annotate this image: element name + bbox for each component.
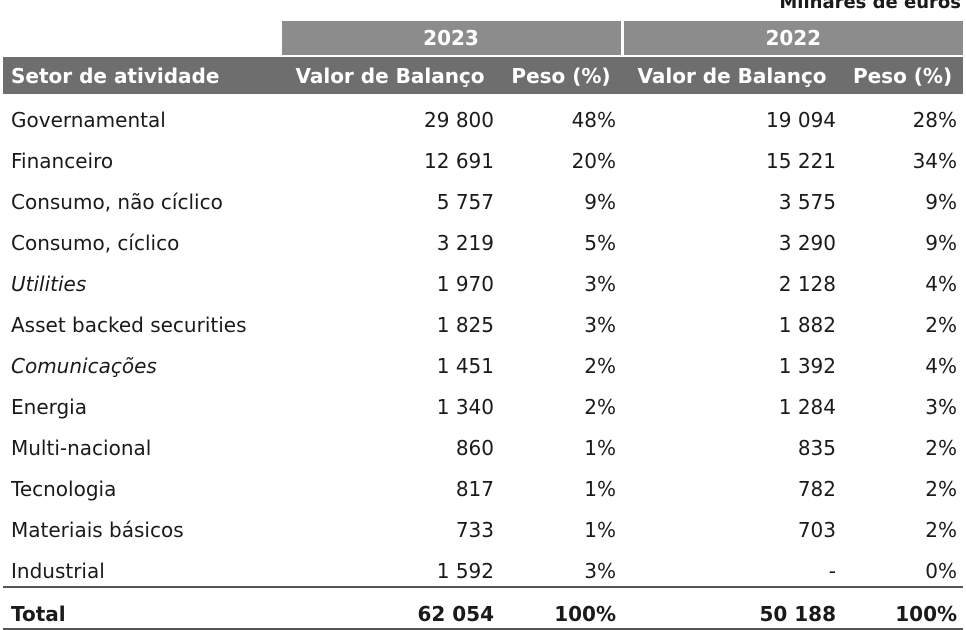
year-header-2023: 2023 — [278, 21, 623, 56]
cell-sector: Energia — [11, 395, 87, 419]
cell-sector: Financeiro — [11, 149, 114, 173]
cell-weight-2023: 48% — [571, 108, 617, 132]
cell-weight-2023: 1% — [584, 477, 617, 501]
total-label: Total — [3, 586, 280, 630]
cell-weight-2022: 2% — [925, 436, 958, 460]
cell-value-2022: 3 575 — [778, 190, 837, 214]
cell-value-2022: 15 221 — [766, 149, 837, 173]
cell-sector: Consumo, cíclico — [11, 231, 180, 255]
cell-weight-2023: 3% — [584, 559, 617, 583]
col-header-value-2023: Valor de Balanço — [280, 55, 500, 94]
cell-sector: Governamental — [11, 108, 166, 132]
cell-weight-2022: 3% — [925, 395, 958, 419]
total-row: Total 62 054 100% 50 188 100% — [3, 586, 964, 630]
table-row: Utilities 1 970 3% 2 128 4% — [3, 258, 963, 299]
cell-weight-2023: 2% — [584, 354, 617, 378]
total-weight-2023: 100% — [500, 586, 623, 630]
cell-value-2022: 782 — [797, 477, 837, 501]
cell-value-2023: 5 757 — [436, 190, 494, 214]
table-row: Materiais básicos 733 1% 703 2% — [3, 504, 963, 545]
cell-value-2022: 703 — [797, 518, 837, 542]
cell-weight-2022: 9% — [925, 231, 958, 255]
cell-value-2022: 19 094 — [766, 108, 837, 132]
col-header-value-2022: Valor de Balanço — [622, 55, 843, 94]
cell-value-2022: 1 392 — [778, 354, 837, 378]
cell-weight-2022: 4% — [925, 272, 958, 296]
cell-value-2023: 1 970 — [436, 272, 494, 296]
cell-weight-2023: 1% — [584, 518, 617, 542]
table-row: Energia 1 340 2% 1 284 3% — [3, 381, 963, 422]
year-header-row: 2023 2022 — [3, 21, 964, 56]
table-row: Industrial 1 592 3% - 0% — [3, 545, 963, 587]
col-header-weight-2023: Peso (%) — [500, 55, 623, 94]
cell-sector: Utilities — [11, 272, 87, 296]
cell-weight-2023: 1% — [584, 436, 617, 460]
cell-value-2022: 835 — [797, 436, 837, 460]
table-row: Asset backed securities 1 825 3% 1 882 2% — [3, 299, 963, 340]
cell-weight-2023: 3% — [584, 272, 617, 296]
cell-value-2022: 1 284 — [778, 395, 837, 419]
cell-sector: Comunicações — [11, 354, 157, 378]
cell-weight-2023: 3% — [584, 313, 617, 337]
table-row: Consumo, não cíclico 5 757 9% 3 575 9% — [3, 176, 963, 217]
cell-sector: Multi-nacional — [11, 436, 152, 460]
cell-value-2023: 733 — [455, 518, 494, 542]
cell-value-2023: 1 825 — [436, 313, 494, 337]
cell-weight-2022: 2% — [925, 313, 958, 337]
cell-weight-2023: 2% — [584, 395, 617, 419]
unit-label: Milhares de euros — [779, 0, 961, 13]
column-header-row: Setor de atividade Valor de Balanço Peso… — [3, 55, 964, 94]
cell-value-2023: 1 592 — [436, 559, 494, 583]
total-weight-2022: 100% — [842, 586, 964, 630]
cell-weight-2023: 20% — [571, 149, 617, 173]
cell-weight-2022: 28% — [912, 108, 958, 132]
cell-value-2022: 1 882 — [778, 313, 837, 337]
cell-value-2023: 3 219 — [436, 231, 494, 255]
cell-weight-2022: 4% — [925, 354, 958, 378]
cell-weight-2023: 9% — [584, 190, 617, 214]
col-header-weight-2022: Peso (%) — [842, 55, 964, 94]
cell-sector: Asset backed securities — [11, 313, 247, 337]
sector-table: 2023 2022 Setor de atividade Valor de Ba… — [3, 21, 964, 630]
cell-sector: Consumo, não cíclico — [11, 190, 223, 214]
cell-value-2023: 1 451 — [436, 354, 494, 378]
cell-value-2022: 2 128 — [778, 272, 837, 296]
cell-weight-2022: 0% — [925, 559, 958, 583]
cell-value-2023: 12 691 — [424, 149, 494, 173]
cell-value-2022: 3 290 — [778, 231, 837, 255]
total-value-2022: 50 188 — [622, 586, 843, 630]
cell-weight-2022: 34% — [912, 149, 958, 173]
cell-value-2023: 29 800 — [424, 108, 494, 132]
cell-value-2023: 1 340 — [436, 395, 494, 419]
cell-weight-2022: 2% — [925, 518, 958, 542]
cell-weight-2022: 9% — [925, 190, 958, 214]
cell-sector: Materiais básicos — [11, 518, 184, 542]
cell-sector: Industrial — [11, 559, 105, 583]
year-header-2022: 2022 — [620, 21, 964, 56]
table-row: Financeiro 12 691 20% 15 221 34% — [3, 135, 963, 176]
cell-weight-2023: 5% — [584, 231, 617, 255]
table-row: Consumo, cíclico 3 219 5% 3 290 9% — [3, 217, 963, 258]
year-header-blank — [3, 21, 280, 56]
table-row: Tecnologia 817 1% 782 2% — [3, 463, 963, 504]
table-row: Comunicações 1 451 2% 1 392 4% — [3, 340, 963, 381]
total-value-2023: 62 054 — [280, 586, 500, 630]
table-row: Governamental 29 800 48% 19 094 28% — [3, 94, 963, 135]
cell-sector: Tecnologia — [11, 477, 117, 501]
cell-value-2023: 817 — [455, 477, 494, 501]
cell-weight-2022: 2% — [925, 477, 958, 501]
cell-value-2023: 860 — [455, 436, 494, 460]
col-header-sector: Setor de atividade — [3, 55, 280, 94]
cell-value-2022: - — [828, 559, 837, 583]
table-row: Multi-nacional 860 1% 835 2% — [3, 422, 963, 463]
